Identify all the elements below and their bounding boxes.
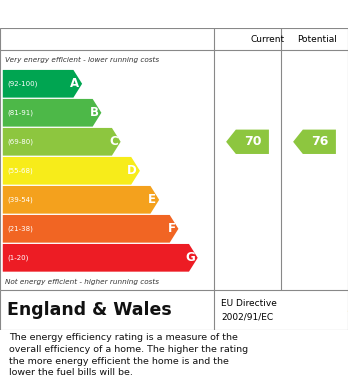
Text: 76: 76 [311, 135, 328, 148]
Text: Not energy efficient - higher running costs: Not energy efficient - higher running co… [5, 278, 159, 285]
Text: 2002/91/EC: 2002/91/EC [221, 313, 273, 322]
Polygon shape [3, 128, 121, 156]
Text: Potential: Potential [297, 35, 337, 44]
Polygon shape [3, 157, 140, 185]
Text: B: B [89, 106, 98, 119]
Text: (69-80): (69-80) [7, 138, 33, 145]
Text: C: C [109, 135, 118, 148]
Polygon shape [293, 129, 336, 154]
Text: (21-38): (21-38) [7, 226, 33, 232]
Text: G: G [185, 251, 195, 264]
Text: A: A [70, 77, 79, 90]
Text: Very energy efficient - lower running costs: Very energy efficient - lower running co… [5, 57, 159, 63]
Text: (1-20): (1-20) [7, 255, 28, 261]
Polygon shape [3, 70, 82, 98]
Text: (55-68): (55-68) [7, 167, 33, 174]
Text: The energy efficiency rating is a measure of the
overall efficiency of a home. T: The energy efficiency rating is a measur… [9, 333, 248, 377]
Polygon shape [3, 99, 101, 127]
Text: (39-54): (39-54) [7, 197, 33, 203]
Text: EU Directive: EU Directive [221, 300, 277, 308]
Polygon shape [3, 186, 159, 213]
Text: 70: 70 [244, 135, 261, 148]
Text: Current: Current [251, 35, 285, 44]
Text: Energy Efficiency Rating: Energy Efficiency Rating [9, 7, 211, 22]
Text: E: E [148, 193, 156, 206]
Text: (92-100): (92-100) [7, 81, 37, 87]
Polygon shape [3, 215, 179, 243]
Text: F: F [168, 222, 176, 235]
Text: D: D [127, 164, 137, 177]
Polygon shape [226, 129, 269, 154]
Text: England & Wales: England & Wales [7, 301, 172, 319]
Polygon shape [3, 244, 198, 272]
Text: (81-91): (81-91) [7, 109, 33, 116]
